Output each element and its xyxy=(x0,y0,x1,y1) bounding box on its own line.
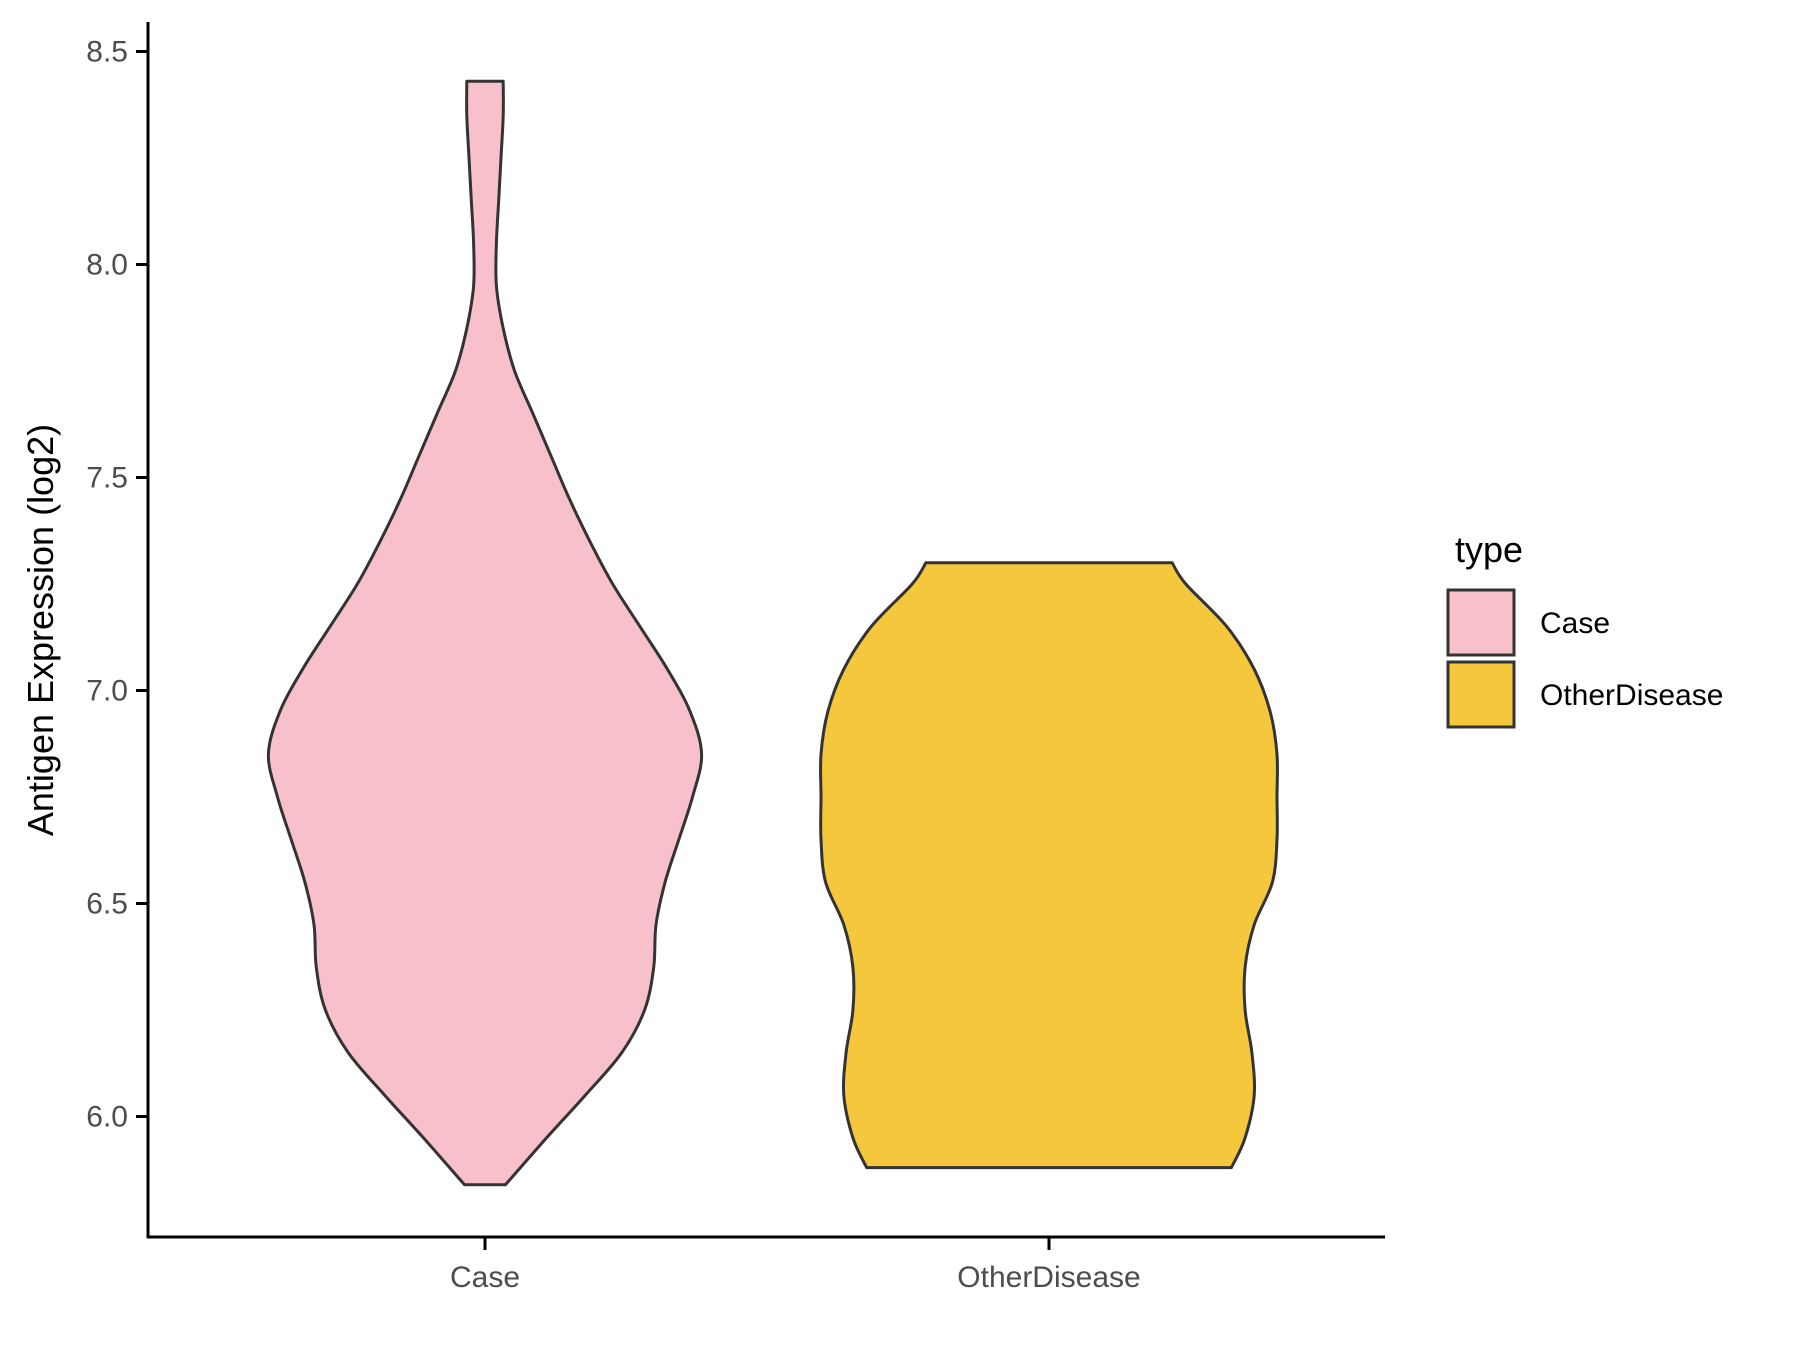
violin-case xyxy=(266,79,704,1187)
y-axis-title: Antigen Expression (log2) xyxy=(20,424,61,836)
x-ticks: Case OtherDisease xyxy=(450,1237,1141,1294)
legend-label: Case xyxy=(1540,607,1610,640)
legend-swatch-otherdisease xyxy=(1446,660,1516,729)
legend-items: Case OtherDisease xyxy=(1446,588,1723,729)
y-ticks: 6.0 6.5 7.0 7.5 8.0 8.5 xyxy=(86,36,148,1134)
legend-swatch-case xyxy=(1446,588,1516,657)
y-tick-label: 8.5 xyxy=(86,36,128,69)
legend: type Case OtherDisease xyxy=(1446,529,1723,729)
y-tick-label: 6.5 xyxy=(86,888,128,921)
y-tick-label: 7.0 xyxy=(86,675,128,708)
legend-label: OtherDisease xyxy=(1540,679,1723,712)
y-tick-label: 7.5 xyxy=(86,462,128,495)
y-tick-label: 6.0 xyxy=(86,1101,128,1134)
x-tick-label: OtherDisease xyxy=(957,1261,1140,1294)
x-tick-label: Case xyxy=(450,1261,520,1294)
violin-otherdisease xyxy=(819,561,1279,1170)
y-tick-label: 8.0 xyxy=(86,249,128,282)
axes-layer xyxy=(146,22,1385,1239)
violins-layer xyxy=(266,79,1279,1187)
legend-title: type xyxy=(1455,529,1523,570)
